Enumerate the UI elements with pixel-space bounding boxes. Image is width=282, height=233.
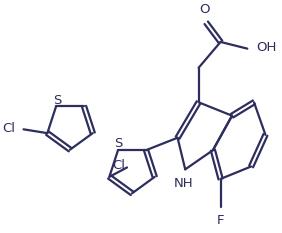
- Text: OH: OH: [256, 41, 276, 54]
- Text: O: O: [199, 3, 210, 16]
- Text: Cl: Cl: [112, 159, 125, 172]
- Text: S: S: [53, 94, 61, 107]
- Text: Cl: Cl: [2, 122, 15, 135]
- Text: F: F: [217, 214, 224, 227]
- Text: NH: NH: [173, 177, 193, 190]
- Text: S: S: [114, 137, 123, 150]
